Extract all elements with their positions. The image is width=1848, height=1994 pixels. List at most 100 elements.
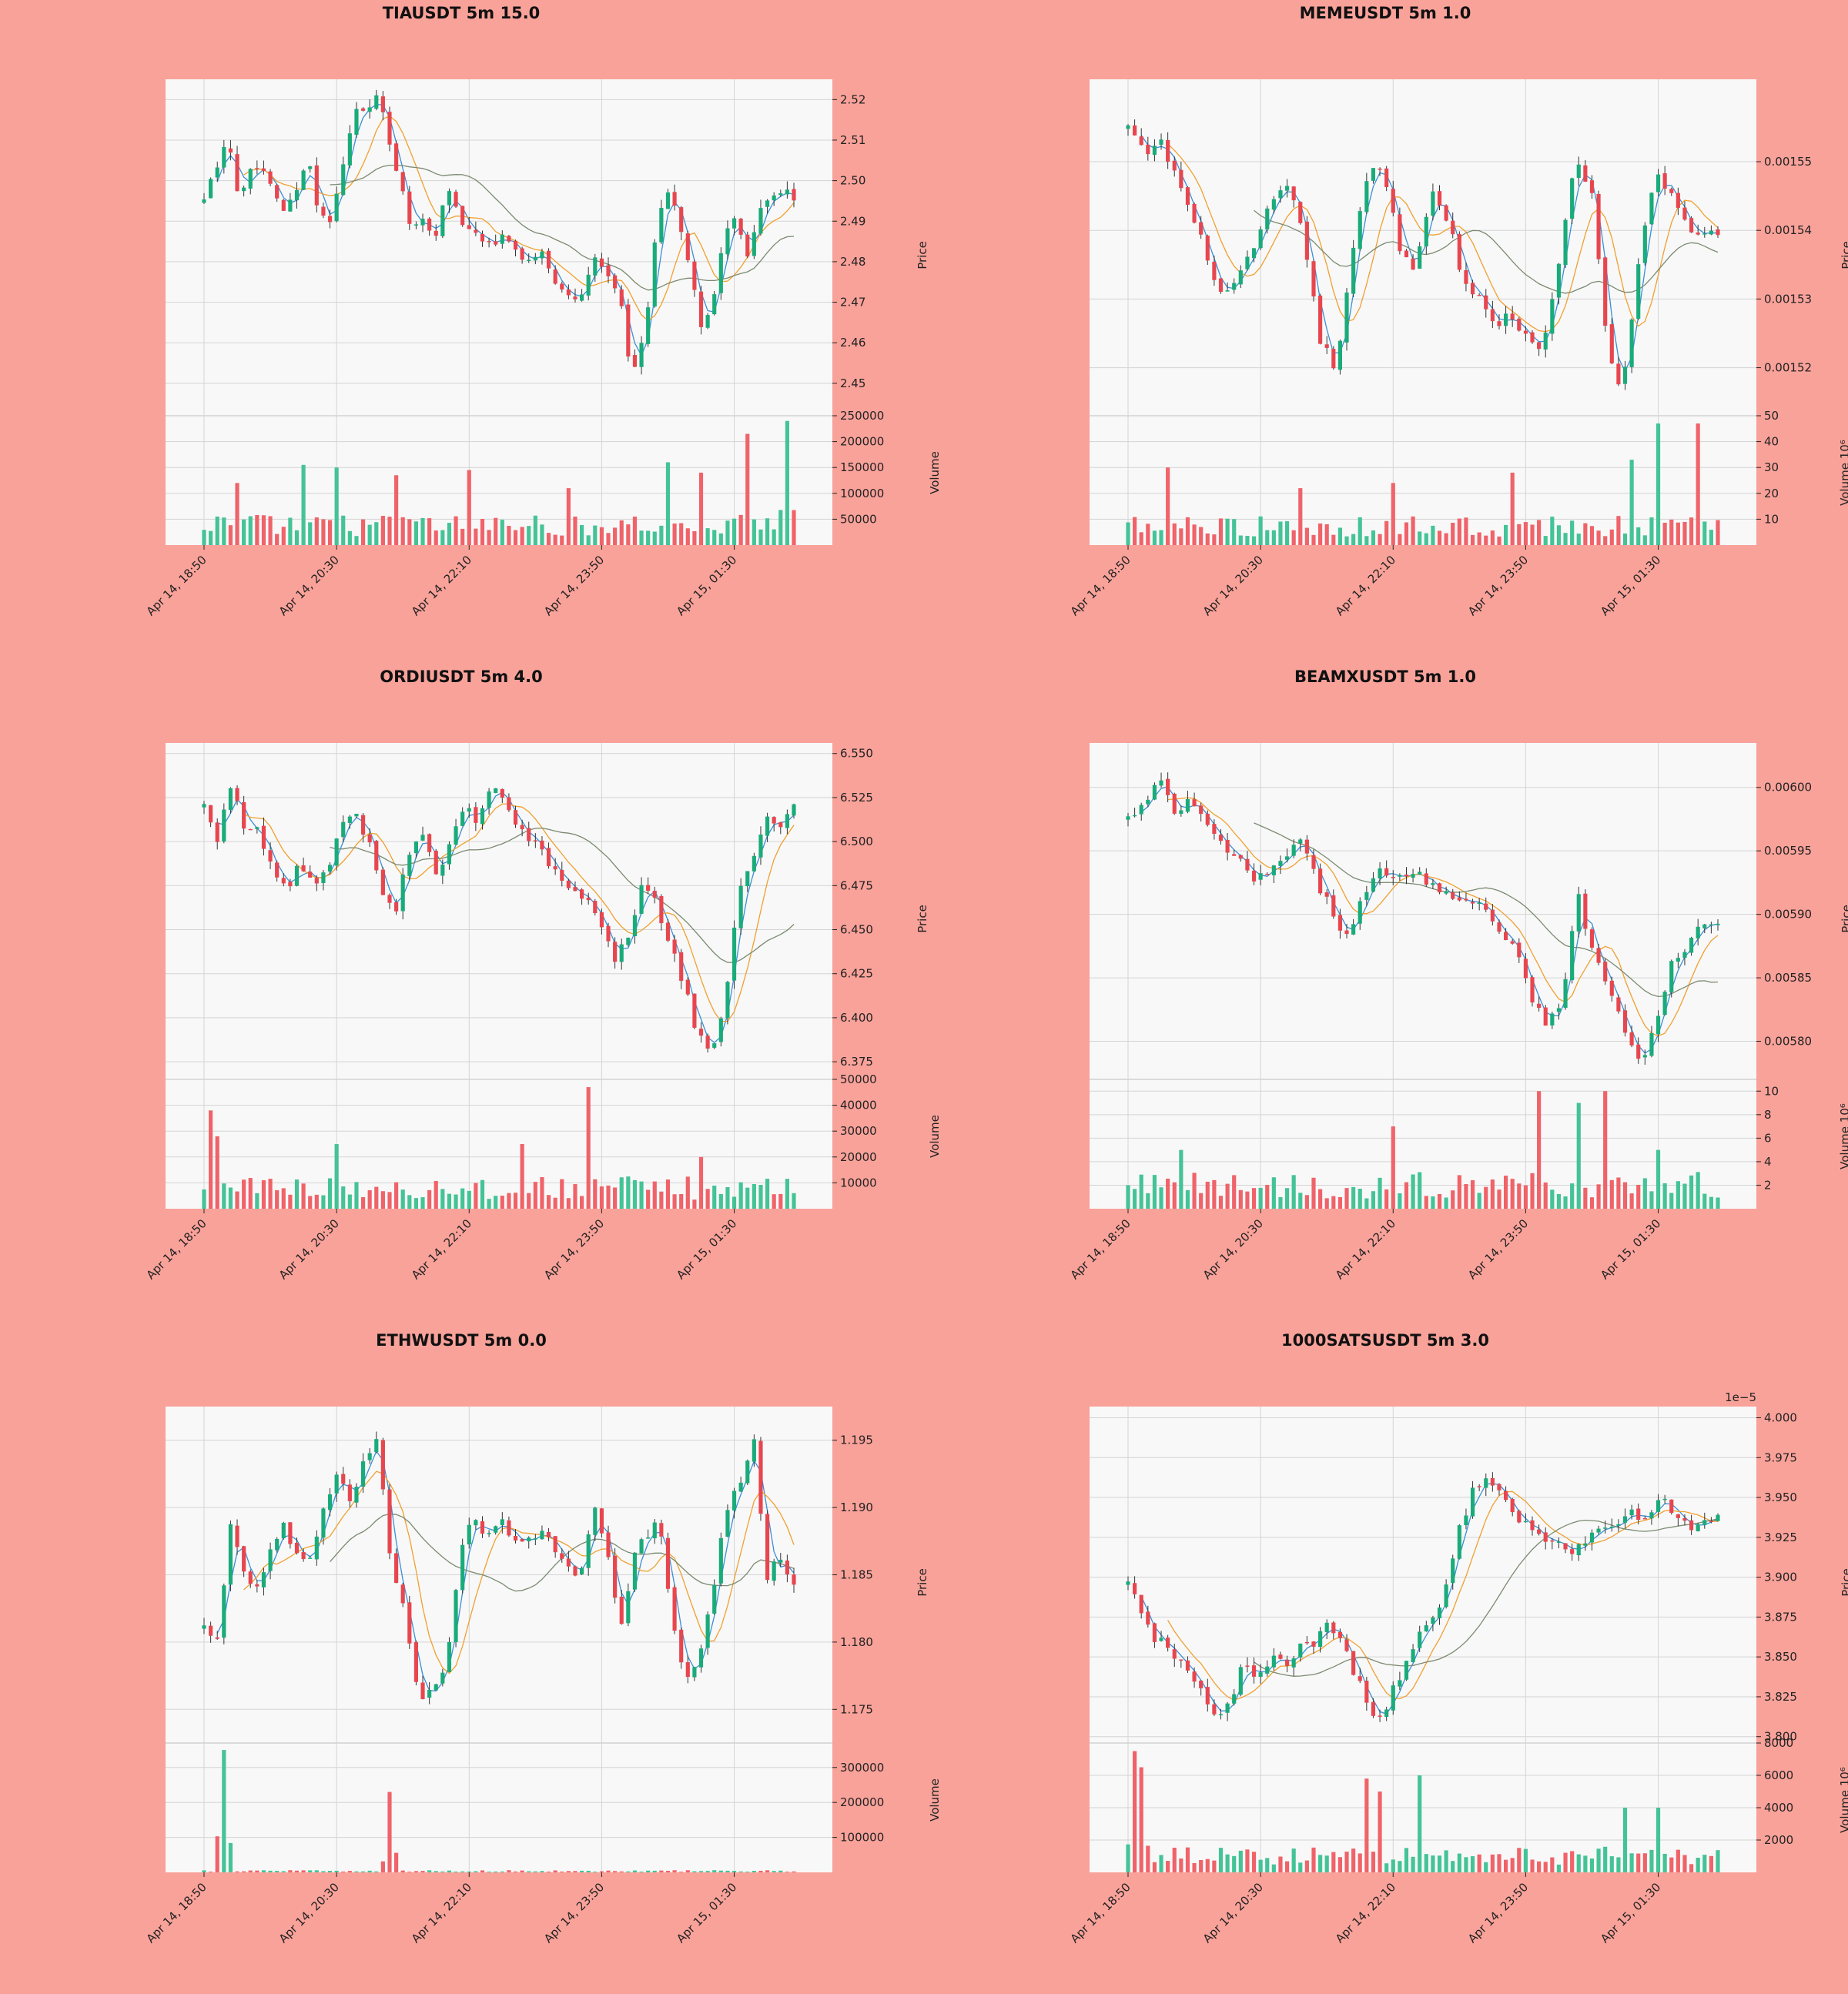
price-tick-label: 3.825 <box>1764 1690 1797 1704</box>
volume-bar <box>765 518 770 545</box>
price-tick-label: 3.800 <box>1764 1730 1797 1744</box>
volume-bar <box>758 1870 763 1872</box>
volume-bar <box>420 1197 425 1209</box>
candle-body <box>1172 1649 1177 1659</box>
volume-bar <box>1404 1182 1409 1209</box>
candle-body <box>573 887 578 892</box>
volume-bar <box>1510 1179 1515 1209</box>
volume-bar <box>718 1193 723 1209</box>
candle-body <box>718 1018 723 1042</box>
volume-bar <box>1424 1854 1428 1872</box>
candle-body <box>507 236 511 242</box>
candle-body <box>1543 1532 1548 1542</box>
candle-body <box>698 1648 704 1668</box>
volume-bar <box>1304 527 1309 545</box>
candle-body <box>606 1532 611 1557</box>
volume-bar <box>474 1871 478 1872</box>
volume-bar <box>1576 1854 1581 1872</box>
candle-body <box>1457 897 1461 901</box>
candle-body <box>1530 977 1535 1003</box>
candle-body <box>1218 278 1224 293</box>
volume-bar <box>1437 1193 1442 1209</box>
volume-bar <box>1398 534 1402 545</box>
candle-body <box>1258 873 1263 880</box>
volume-bar <box>1278 521 1283 545</box>
candle-body <box>1629 1509 1634 1516</box>
volume-bar <box>712 1186 717 1209</box>
volume-bar <box>407 1195 412 1209</box>
volume-bar <box>1258 516 1263 545</box>
volume-bar <box>698 472 704 545</box>
candle-body <box>1398 875 1402 877</box>
volume-bar <box>553 1870 557 1872</box>
candle-body <box>1676 958 1680 962</box>
volume-bar <box>1616 516 1621 545</box>
volume-bar <box>321 519 326 545</box>
volume-bar <box>1159 530 1163 545</box>
candle-body <box>434 1684 438 1691</box>
candle-body <box>546 250 551 269</box>
candle-body <box>1424 873 1428 885</box>
volume-bar <box>294 1179 300 1209</box>
candle-body <box>248 1571 253 1584</box>
candle-body <box>248 828 253 831</box>
candle-body <box>1398 1680 1402 1687</box>
candle-body <box>619 944 624 962</box>
volume-bar <box>1609 1179 1614 1209</box>
volume-bar <box>500 1196 504 1209</box>
volume-bar <box>1265 1185 1270 1209</box>
candle-body <box>255 827 259 829</box>
volume-bar <box>606 1185 611 1209</box>
candle-body <box>202 804 206 808</box>
volume-bar <box>679 1193 684 1209</box>
candle-body <box>447 1641 452 1672</box>
candle-body <box>400 874 405 912</box>
candle-body <box>440 205 445 236</box>
volume-bar <box>248 1178 253 1209</box>
volume-bar <box>659 525 664 545</box>
volume-bar <box>1364 536 1369 545</box>
volume-bar <box>1431 525 1435 545</box>
candle-body <box>1146 799 1150 805</box>
candle-body <box>1411 1649 1415 1662</box>
volume-bar <box>1662 1853 1667 1872</box>
volume-bar <box>1318 523 1323 545</box>
volume-bar <box>1212 1860 1217 1872</box>
volume-bar <box>573 1184 578 1209</box>
candle-body <box>1603 962 1608 982</box>
candle-body <box>294 1542 300 1554</box>
volume-bar <box>288 517 293 545</box>
candle-body <box>672 1587 677 1631</box>
volume-bar <box>487 1199 491 1209</box>
volume-bar <box>1682 1855 1687 1872</box>
price-tick-label: 0.00153 <box>1764 292 1812 306</box>
volume-bar <box>242 519 246 545</box>
volume-bar <box>202 1870 206 1872</box>
volume-bar <box>1245 1191 1250 1209</box>
candle-body <box>1391 877 1395 878</box>
candle-body <box>1318 1631 1323 1648</box>
candle-body <box>758 1440 763 1514</box>
volume-bar <box>566 1198 571 1209</box>
volume-bar <box>1391 1859 1395 1872</box>
volume-bar <box>235 1191 239 1209</box>
candle-body <box>494 788 498 793</box>
volume-bar <box>712 1870 717 1872</box>
candle-body <box>1431 883 1435 885</box>
volume-bar <box>1291 1175 1296 1209</box>
volume-bar <box>1199 527 1204 545</box>
candle-body <box>308 1557 313 1559</box>
volume-bar <box>778 1870 783 1872</box>
volume-tick-label: 30000 <box>840 1124 877 1138</box>
candle-body <box>261 825 266 849</box>
volume-bar <box>413 521 418 545</box>
x-tick-label: Apr 14, 20:30 <box>1200 1880 1266 1945</box>
candle-body <box>593 257 598 276</box>
volume-bar <box>1351 1848 1356 1872</box>
candle-body <box>659 208 664 243</box>
volume-bar <box>1656 1808 1661 1872</box>
candle-body <box>1378 868 1382 879</box>
candle-body <box>1470 283 1475 295</box>
volume-bar <box>447 1870 452 1872</box>
volume-bar <box>1629 460 1634 545</box>
